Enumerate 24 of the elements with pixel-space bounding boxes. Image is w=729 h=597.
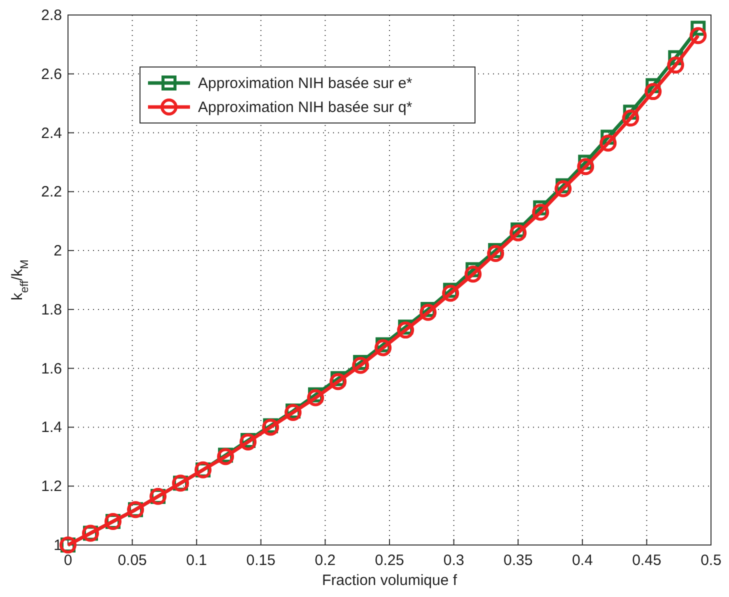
x-axis-title: Fraction volumique f [322, 572, 458, 589]
y-tick-label: 2 [54, 242, 62, 260]
y-tick-label: 2.8 [41, 7, 62, 24]
x-tick-label: 0.45 [632, 552, 662, 569]
x-tick-label: 0.3 [443, 552, 464, 569]
y-tick-label: 1 [54, 537, 62, 554]
y-tick-label: 1.6 [41, 360, 62, 378]
x-tick-label: 0 [64, 552, 72, 569]
y-tick-label: 1.4 [41, 419, 62, 436]
legend-label: Approximation NIH basée sur e* [198, 75, 412, 92]
y-tick-label: 1.2 [41, 478, 62, 496]
legend-label: Approximation NIH basée sur q* [198, 99, 412, 116]
y-tick-label: 2.4 [41, 124, 62, 142]
x-tick-label: 0.35 [504, 552, 533, 569]
x-tick-label: 0.4 [572, 552, 593, 569]
y-tick-label: 2.6 [41, 66, 62, 83]
x-tick-label: 0.15 [246, 552, 276, 569]
x-tick-label: 0.05 [118, 552, 147, 569]
y-tick-label: 2.2 [41, 184, 62, 201]
y-tick-label: 1.8 [41, 301, 62, 318]
x-tick-label: 0.2 [314, 552, 336, 569]
x-tick-label: 0.25 [374, 552, 404, 569]
x-tick-label: 0.5 [700, 552, 722, 569]
x-tick-label: 0.1 [186, 552, 208, 569]
